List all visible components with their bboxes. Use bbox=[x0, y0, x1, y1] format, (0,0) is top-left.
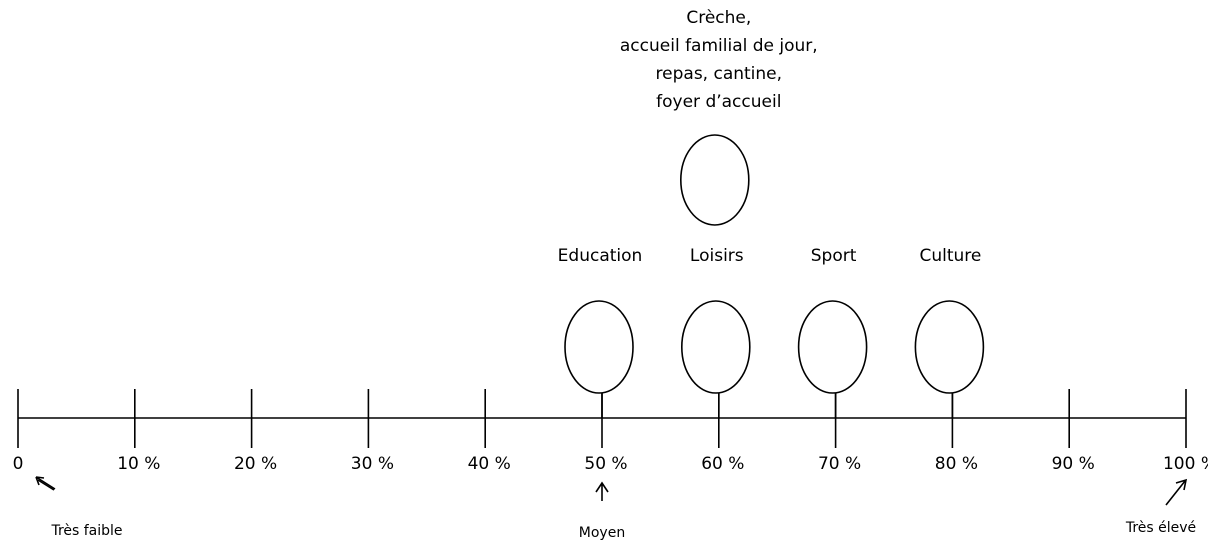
arrow bbox=[35, 476, 56, 490]
arrow bbox=[37, 479, 55, 491]
tick-label: 70 % bbox=[818, 454, 861, 474]
arrow bbox=[1165, 478, 1188, 506]
annotation: Très élevé bbox=[1125, 520, 1196, 536]
item-label: foyer d’accueil bbox=[656, 92, 781, 112]
item-circle bbox=[914, 300, 985, 394]
item-label: Crèche, bbox=[686, 8, 751, 28]
item-label: accueil familial de jour, bbox=[620, 36, 818, 56]
tick-label: 30 % bbox=[351, 454, 394, 474]
arrow bbox=[595, 481, 609, 501]
item-label: Education bbox=[558, 246, 643, 266]
tick-label: 60 % bbox=[701, 454, 744, 474]
item-label: repas, cantine, bbox=[656, 64, 783, 84]
item-label: Culture bbox=[919, 246, 981, 266]
tick-label: 0 bbox=[13, 454, 24, 474]
tick-label: 100 % bbox=[1163, 454, 1208, 474]
tick-label: 10 % bbox=[117, 454, 160, 474]
tick-label: 80 % bbox=[935, 454, 978, 474]
tick-label: 50 % bbox=[584, 454, 627, 474]
item-circle bbox=[680, 300, 751, 394]
item-label: Loisirs bbox=[690, 246, 744, 266]
item-circle bbox=[797, 300, 868, 394]
item-label: Sport bbox=[811, 246, 857, 266]
tick-label: 20 % bbox=[234, 454, 277, 474]
annotation: Moyen bbox=[579, 525, 625, 541]
tick-label: 40 % bbox=[468, 454, 511, 474]
tick-label: 90 % bbox=[1052, 454, 1095, 474]
item-circle bbox=[564, 300, 634, 394]
item-circle bbox=[679, 134, 750, 226]
annotation: Très faible bbox=[50, 523, 122, 539]
